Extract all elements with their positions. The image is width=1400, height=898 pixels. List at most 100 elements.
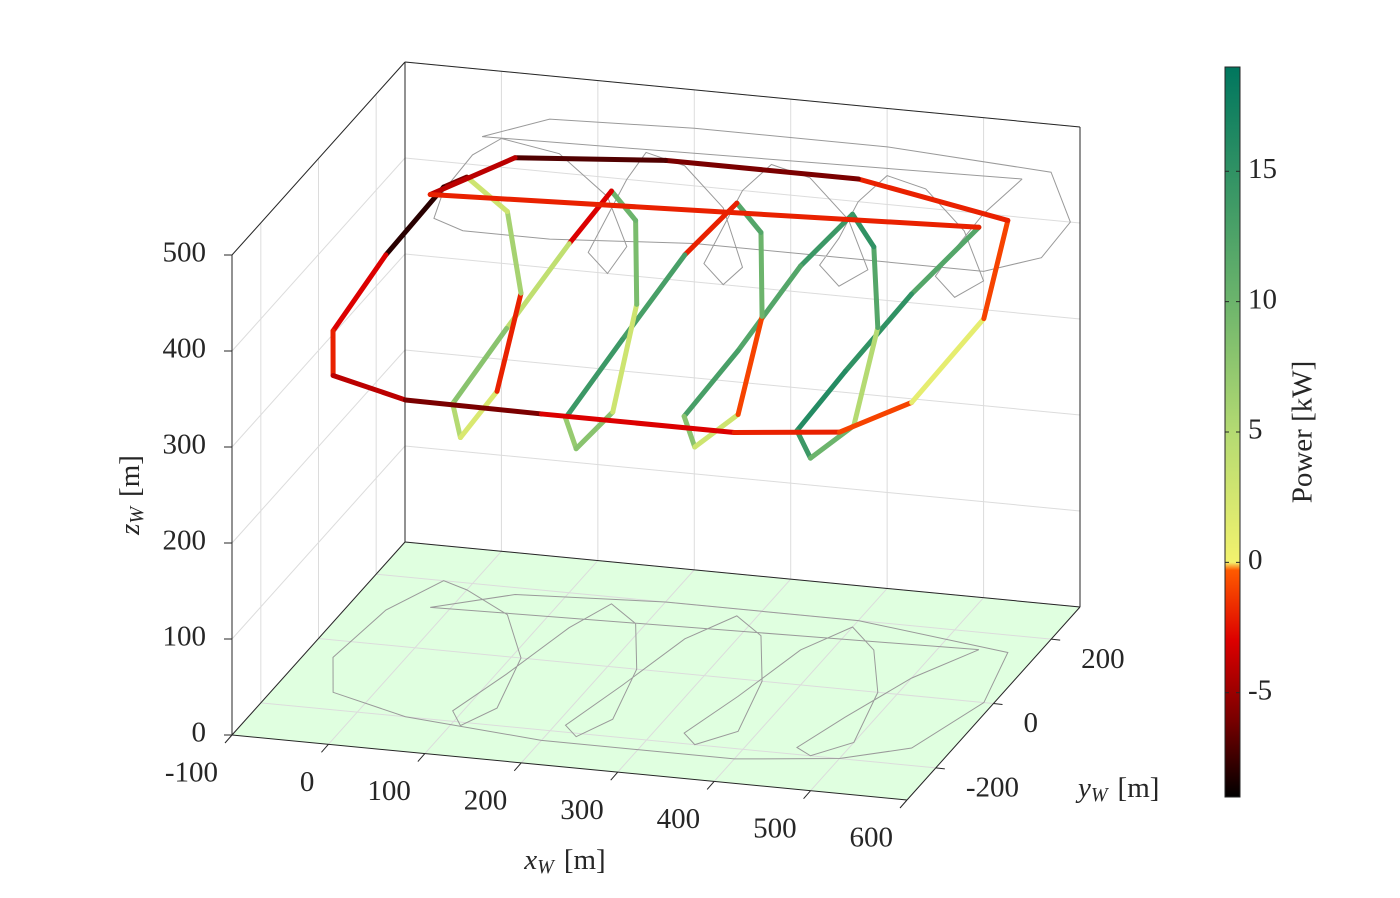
y-label-unit: [m] bbox=[1118, 772, 1160, 804]
trajectory-segment bbox=[794, 369, 848, 434]
axis-edge bbox=[231, 734, 908, 801]
axis-edge bbox=[231, 61, 406, 256]
trajectory-segment bbox=[330, 373, 408, 403]
trajectory-segment bbox=[633, 217, 640, 307]
grid-line bbox=[404, 253, 1081, 320]
trajectory-segment bbox=[330, 252, 389, 334]
grid-line bbox=[404, 445, 1081, 512]
trajectory-segment bbox=[909, 316, 987, 405]
z-tick-label: 200 bbox=[163, 525, 207, 557]
trajectory-segment bbox=[538, 411, 737, 436]
x-tick-label: 200 bbox=[464, 785, 508, 817]
trajectory-segment bbox=[758, 229, 765, 319]
axis-edge bbox=[404, 541, 1081, 608]
y-tick-label: 200 bbox=[1081, 643, 1125, 675]
x-tick-label: 0 bbox=[300, 766, 315, 798]
trajectory-segment bbox=[735, 263, 804, 354]
trajectory-segment bbox=[566, 188, 614, 247]
colorbar-label: Power [kW] bbox=[1287, 361, 1319, 504]
x-tick-label: 100 bbox=[367, 775, 411, 807]
x-label-sub: W bbox=[537, 856, 556, 878]
trajectory-segment bbox=[681, 348, 741, 419]
x-tick-label: 500 bbox=[753, 812, 797, 844]
trajectory-segment bbox=[855, 176, 1011, 223]
z-tick-label: 400 bbox=[163, 333, 207, 365]
trajectory-segment bbox=[494, 290, 524, 394]
grid-line bbox=[231, 349, 406, 544]
trajectory-segment bbox=[512, 155, 668, 163]
tick-mark bbox=[899, 799, 908, 809]
colorbar-tick-label: 10 bbox=[1248, 283, 1277, 315]
z-label-sub: W bbox=[126, 505, 148, 524]
tick-mark bbox=[1051, 638, 1061, 641]
grid-line bbox=[231, 157, 406, 352]
trajectory-segment bbox=[457, 388, 500, 441]
plot-area: -100 0 100 200 300 400 500 600-2000200010020030… bbox=[163, 66, 1277, 854]
z-tick-label: 0 bbox=[192, 717, 207, 749]
axis-edge bbox=[231, 541, 406, 736]
tick-mark bbox=[321, 743, 329, 753]
x-tick-label: 400 bbox=[657, 803, 701, 835]
x-tick-label: -100 bbox=[165, 757, 218, 789]
trajectory-segment bbox=[734, 200, 764, 235]
colorbar-tick-label: 5 bbox=[1248, 414, 1263, 446]
trajectory-segment bbox=[681, 413, 698, 450]
trajectory-segment bbox=[851, 325, 881, 429]
x-tick-label: 600 bbox=[850, 822, 894, 854]
x-tick-label: 300 bbox=[560, 794, 604, 826]
tick-mark bbox=[224, 734, 233, 744]
trajectory-segment bbox=[504, 209, 524, 296]
colorbar-tick-label: 15 bbox=[1248, 153, 1277, 185]
grid-line bbox=[231, 253, 406, 448]
y-axis-label: yW [m] bbox=[1075, 772, 1159, 806]
floor-shadow bbox=[332, 580, 1009, 760]
y-label-sub: W bbox=[1091, 784, 1110, 806]
trajectory-segment bbox=[662, 157, 861, 182]
axis-edge bbox=[404, 61, 1081, 128]
x-label-unit: [m] bbox=[564, 844, 606, 876]
trajectory-segment bbox=[427, 155, 518, 198]
trajectory-segment bbox=[563, 415, 579, 452]
z-tick-label: 300 bbox=[163, 429, 207, 461]
y-tick-label: -200 bbox=[966, 771, 1019, 803]
trajectory-segment bbox=[908, 224, 982, 297]
trajectory-segment bbox=[735, 313, 765, 418]
trajectory-segment bbox=[981, 217, 1011, 322]
wall-shadow bbox=[433, 118, 1071, 298]
z-label-unit: [m] bbox=[114, 455, 146, 497]
trajectory-segment bbox=[427, 192, 982, 230]
tick-mark bbox=[803, 790, 811, 800]
trajectory-segment bbox=[610, 301, 640, 415]
trajectory-segment bbox=[450, 325, 510, 407]
y-tick-label: 0 bbox=[1024, 707, 1039, 739]
trajectory-segment bbox=[464, 174, 510, 215]
z-axis-label: zW [m] bbox=[114, 455, 148, 536]
grid-line bbox=[231, 445, 406, 640]
tick-mark bbox=[513, 762, 522, 772]
y-label-symbol: y bbox=[1075, 772, 1091, 804]
tick-mark bbox=[417, 753, 426, 762]
colorbar-tick-label: -5 bbox=[1248, 674, 1272, 706]
trajectory-segment bbox=[402, 397, 544, 417]
grid-line bbox=[260, 702, 936, 769]
x-axis-label: xW [m] bbox=[523, 844, 605, 878]
tick-mark bbox=[935, 767, 945, 770]
trajectory-segment bbox=[871, 244, 881, 331]
tick-mark bbox=[706, 781, 715, 790]
tick-mark bbox=[610, 771, 619, 781]
grid-line bbox=[318, 638, 994, 704]
trajectory-segment bbox=[563, 337, 625, 421]
z-label-symbol: z bbox=[114, 524, 146, 536]
colorbar-tick-label: 0 bbox=[1248, 544, 1263, 576]
trajectory-segment bbox=[383, 184, 447, 258]
z-tick-label: 500 bbox=[163, 237, 207, 269]
z-tick-label: 100 bbox=[163, 621, 207, 653]
trajectory-segment bbox=[836, 399, 915, 435]
grid-line bbox=[404, 349, 1081, 416]
trajectory-segment bbox=[794, 428, 813, 461]
trajectory-segment bbox=[798, 211, 856, 269]
x-label-symbol: x bbox=[523, 844, 537, 876]
trajectory-segment bbox=[450, 401, 463, 441]
